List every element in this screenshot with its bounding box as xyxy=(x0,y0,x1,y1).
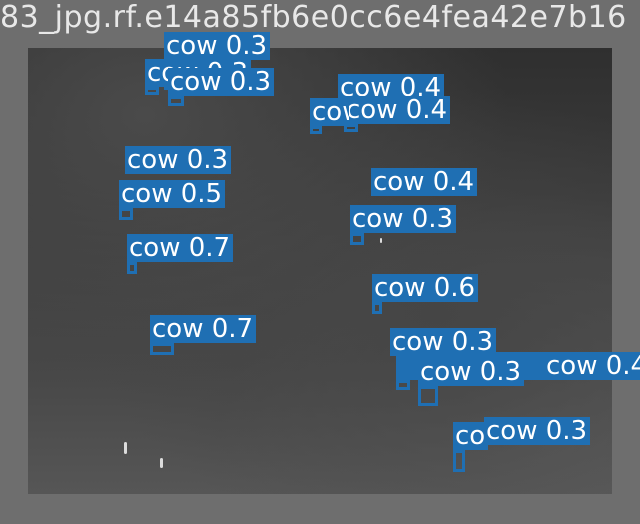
detection-outline xyxy=(127,262,137,274)
detection-label: cow 0.6 xyxy=(372,274,479,302)
detection-label: cow 0.3 xyxy=(453,422,488,450)
detection-outline xyxy=(119,208,133,220)
detection-outline xyxy=(418,386,438,406)
detection-outline xyxy=(350,233,364,245)
speck xyxy=(380,238,382,243)
detection-label: cow 0.3 xyxy=(390,328,497,356)
detection-label: cow 0.7 xyxy=(150,315,257,343)
detection-outline xyxy=(145,87,159,95)
detection-outline xyxy=(344,124,358,132)
detection-label: cow 0.4 xyxy=(371,168,478,196)
detection-outline xyxy=(453,450,465,472)
detection-label: cow 0.7 xyxy=(127,234,234,262)
speck xyxy=(124,442,127,454)
detection-outline xyxy=(372,302,382,314)
detection-label: cow 0.3 xyxy=(418,358,525,386)
detection-outline xyxy=(168,96,184,106)
detection-outline xyxy=(150,343,174,355)
detection-label: cow 0.3 xyxy=(484,417,591,445)
detection-label: cow 0.4 xyxy=(344,96,451,124)
detection-label: cow 0.3 xyxy=(164,32,271,60)
detection-label: cow 0.3 xyxy=(168,68,275,96)
detection-label: cow 0.3 xyxy=(350,205,457,233)
image-filename: 83_jpg.rf.e14a85fb6e0cc6e4fea42e7b16 xyxy=(0,0,627,35)
detection-label: cow 0.3 xyxy=(125,146,232,174)
detection-label: cow 0.5 xyxy=(119,180,226,208)
detection-outline xyxy=(310,126,322,134)
speck xyxy=(160,458,163,468)
detection-outline xyxy=(396,380,410,390)
detection-label: cow 0.3 xyxy=(310,98,349,126)
